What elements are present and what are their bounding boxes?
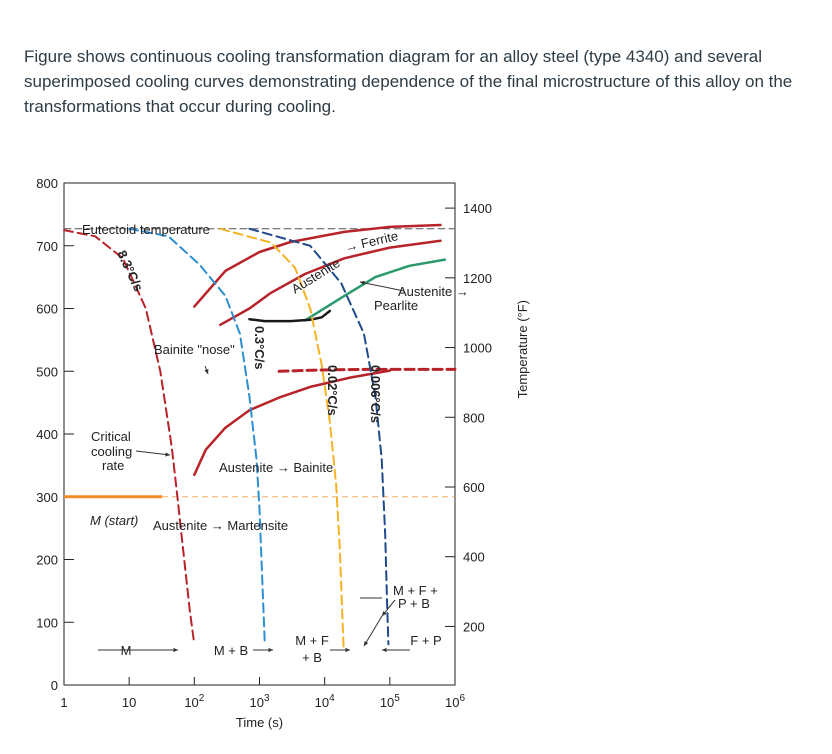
critical-rate-arrow (135, 450, 171, 456)
y2-tick-label: 800 (463, 410, 485, 425)
austenite-pearlite-label-a: Austenite → (398, 284, 469, 299)
pearlite-arrow-head (360, 280, 365, 286)
austenite-martensite-label: Austenite → Martensite (153, 518, 288, 533)
y2-tick-label: 1200 (463, 271, 492, 286)
y-tick-label: 400 (36, 427, 58, 442)
y-tick-label: 700 (36, 239, 58, 254)
mf-region-arrow-head (345, 647, 350, 653)
cooling-curve-0-3 (128, 227, 266, 643)
pearlite-arrow (359, 281, 405, 292)
y-tick-label: 200 (36, 553, 58, 568)
x-axis-label: Time (s) (236, 715, 283, 730)
mfpb-arrow-2 (363, 615, 383, 647)
cooling-rate-label: 0.3°C/s (252, 326, 267, 370)
mb-label: M + B (214, 643, 248, 658)
cooling-rate-label: 0.02°C/s (325, 365, 340, 416)
fp-label: F + P (410, 633, 441, 648)
y-tick-label: 800 (36, 176, 58, 191)
x-tick-label: 105 (380, 693, 400, 710)
chart-curves (63, 223, 457, 653)
m-label: M (121, 643, 132, 658)
x-tick-label: 104 (315, 693, 335, 710)
cooling-curve-8-3 (63, 229, 196, 646)
bainite-nose-label: Bainite "nose" (154, 342, 235, 357)
y2-tick-label: 1000 (463, 341, 492, 356)
critical-label-1: Critical (91, 429, 131, 444)
cooling-rate-label: 0.006°C/s (368, 365, 383, 423)
mf-label-2: + B (302, 650, 322, 665)
y-tick-label: 100 (36, 615, 58, 630)
figure-caption: Figure shows continuous cooling transfor… (24, 47, 793, 116)
mfpb-arrow-2-head (364, 641, 369, 646)
mb-region-arrow-head (268, 647, 273, 653)
austenite-pearlite-start-curve (219, 239, 442, 327)
bainite-start-curve (193, 369, 392, 477)
y-tick-label: 600 (36, 302, 58, 317)
critical-label-3: rate (102, 458, 124, 473)
x-tick-label: 102 (184, 693, 204, 710)
m-start-label: M (start) (90, 513, 138, 528)
pearlite-nose-curve (248, 309, 332, 323)
mf-label-1: M + F (295, 633, 329, 648)
bainite-nose-arrow-head (204, 369, 209, 374)
chart-axes (63, 182, 456, 686)
cooling-curve-0-02 (219, 227, 345, 649)
y2-tick-label: 600 (463, 480, 485, 495)
y2-axis-label: Temperature (°F) (515, 300, 530, 398)
mfpb-label-2: P + B (398, 596, 430, 611)
critical-rate-arrow-head (165, 452, 170, 457)
y-tick-label: 0 (51, 678, 58, 693)
y-tick-label: 300 (36, 490, 58, 505)
x-tick-label: 103 (249, 693, 269, 710)
y2-tick-label: 1400 (463, 201, 492, 216)
m-region-arrow-head (173, 647, 178, 653)
mfpb-label-1: M + F + (393, 583, 438, 598)
austenite-ferrite-start-curve (193, 223, 442, 308)
fp-region-arrow-head (382, 647, 387, 653)
cooling-curve-0-006 (248, 227, 390, 646)
austenite-pearlite-finish-curve (303, 258, 447, 322)
y2-tick-label: 400 (463, 550, 485, 565)
critical-label-2: cooling (91, 444, 132, 459)
y2-tick-label: 200 (463, 619, 485, 634)
mfpb-arrow-head (382, 611, 387, 616)
bainite-finish-dashed (277, 367, 457, 373)
x-tick-label: 106 (445, 693, 465, 710)
chart-labels: 0100200300400500600700800200400600800100… (36, 176, 530, 730)
cooling-rate-label: 8.3°C/s (114, 248, 146, 294)
austenite-pearlite-label-b: Pearlite (374, 298, 418, 313)
austenite-bainite-label: Austenite → Bainite (219, 460, 333, 475)
eutectoid-label: Eutectoid temperature (82, 222, 210, 237)
x-tick-label: 1 (60, 695, 67, 710)
y-tick-label: 500 (36, 364, 58, 379)
x-tick-label: 10 (122, 695, 136, 710)
